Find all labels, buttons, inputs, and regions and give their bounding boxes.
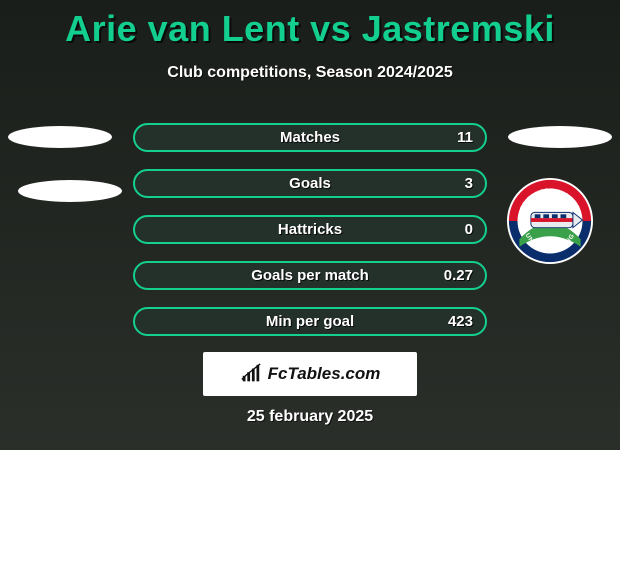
stat-row: Goals per match 0.27: [133, 261, 487, 290]
stat-right-value: 423: [448, 313, 473, 330]
subtitle: Club competitions, Season 2024/2025: [0, 64, 620, 82]
page-title: Arie van Lent vs Jastremski: [0, 0, 620, 50]
fctables-watermark: FcTables.com: [203, 352, 417, 396]
stat-right-value: 0.27: [444, 267, 473, 284]
stat-label: Goals: [289, 175, 331, 192]
stat-label: Min per goal: [266, 313, 354, 330]
stat-row: Matches 11: [133, 123, 487, 152]
stat-right-value: 3: [465, 175, 473, 192]
player-right-photo-placeholder: [508, 126, 612, 148]
club-badge-right: SPIELVEREINIGUNG UNTERHACHING: [502, 178, 598, 264]
stat-label: Goals per match: [251, 267, 369, 284]
stats-list: Matches 11 Goals 3 Hattricks 0 Goals per…: [133, 123, 487, 353]
stat-label: Matches: [280, 129, 340, 146]
player-left-photo-placeholder-2: [18, 180, 122, 202]
stat-right-value: 0: [465, 221, 473, 238]
stat-label: Hattricks: [278, 221, 342, 238]
comparison-card: Arie van Lent vs Jastremski Club competi…: [0, 0, 620, 450]
stat-row: Hattricks 0: [133, 215, 487, 244]
player-left-photo-placeholder-1: [8, 126, 112, 148]
date-label: 25 february 2025: [0, 408, 620, 426]
stat-row: Goals 3: [133, 169, 487, 198]
stat-right-value: 11: [457, 129, 473, 146]
fctables-label: FcTables.com: [268, 364, 381, 384]
stat-row: Min per goal 423: [133, 307, 487, 336]
bar-chart-icon: [240, 363, 262, 385]
